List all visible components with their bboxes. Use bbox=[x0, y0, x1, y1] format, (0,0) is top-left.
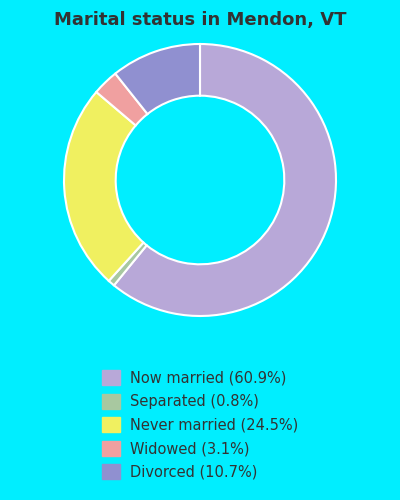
Wedge shape bbox=[115, 44, 200, 114]
Wedge shape bbox=[114, 44, 336, 316]
Wedge shape bbox=[109, 242, 147, 286]
Wedge shape bbox=[64, 92, 144, 281]
Wedge shape bbox=[96, 74, 148, 126]
Legend: Now married (60.9%), Separated (0.8%), Never married (24.5%), Widowed (3.1%), Di: Now married (60.9%), Separated (0.8%), N… bbox=[95, 363, 305, 487]
Text: Marital status in Mendon, VT: Marital status in Mendon, VT bbox=[54, 11, 346, 29]
